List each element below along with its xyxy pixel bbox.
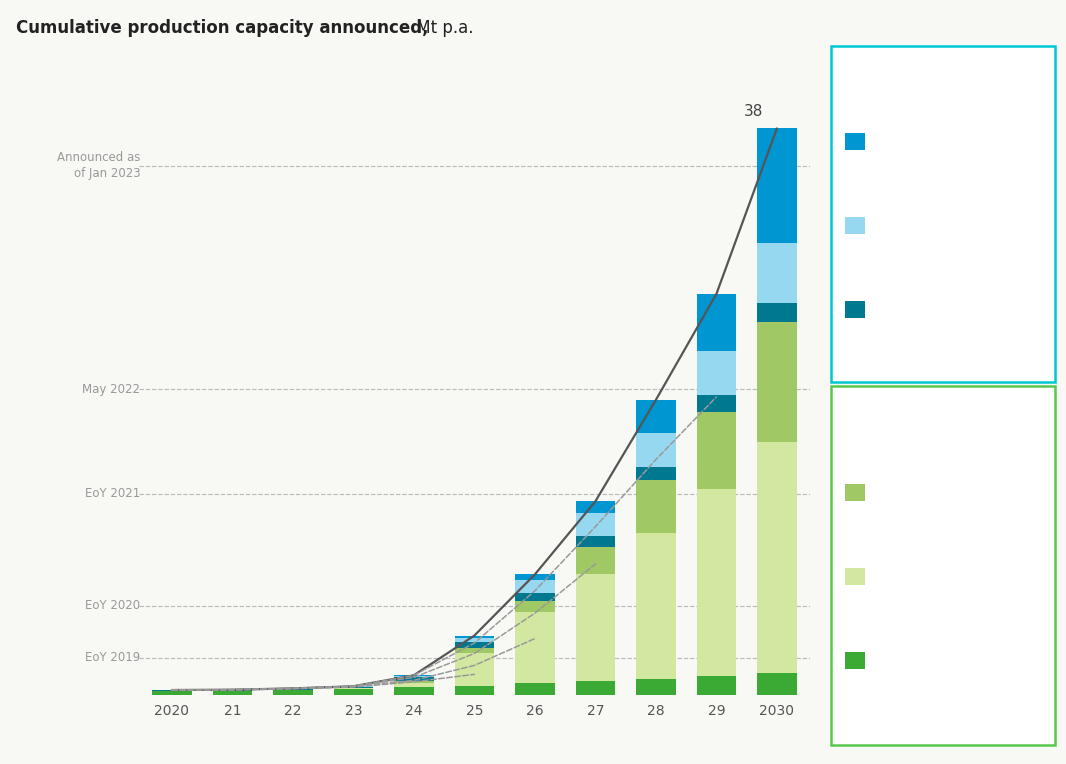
Bar (757, 322, 796, 442)
Bar (636, 400, 676, 432)
Text: Planning²: Planning² (873, 219, 932, 232)
Text: Announced¹: Announced¹ (873, 134, 949, 148)
Bar (576, 513, 615, 536)
Bar (515, 683, 554, 695)
Text: Committed³: Committed³ (873, 303, 948, 316)
Text: Renewable
hydrogen: Renewable hydrogen (845, 393, 932, 425)
Bar (697, 676, 736, 695)
Bar (636, 467, 676, 481)
Bar (636, 432, 676, 467)
Text: Mt p.a.: Mt p.a. (411, 19, 474, 37)
Bar (455, 685, 494, 695)
Text: EoY 2021: EoY 2021 (85, 487, 141, 500)
Bar (334, 689, 373, 695)
Bar (697, 412, 736, 490)
Text: Announced¹: Announced¹ (873, 486, 949, 500)
Bar (394, 682, 434, 687)
Bar (273, 690, 312, 695)
Bar (636, 481, 676, 533)
Bar (394, 681, 434, 682)
Bar (455, 648, 494, 652)
Text: 38: 38 (744, 105, 763, 119)
Bar (455, 638, 494, 643)
Text: Announced as
of Jan 2023: Announced as of Jan 2023 (56, 151, 141, 180)
Text: EoY 2020: EoY 2020 (85, 599, 141, 612)
Bar (273, 688, 312, 690)
Text: May 2022: May 2022 (82, 383, 141, 396)
Bar (152, 691, 192, 695)
Bar (757, 303, 796, 322)
Bar (515, 601, 554, 612)
Text: Committed³: Committed³ (873, 654, 948, 668)
Bar (455, 636, 494, 638)
Bar (455, 643, 494, 648)
Bar (757, 243, 796, 303)
Bar (576, 574, 615, 681)
Text: EoY 2019: EoY 2019 (85, 652, 141, 665)
Bar (697, 294, 736, 351)
Bar (213, 691, 252, 695)
Bar (394, 675, 434, 677)
Bar (455, 652, 494, 685)
Bar (515, 575, 554, 580)
Bar (636, 679, 676, 695)
Bar (576, 547, 615, 574)
Bar (697, 351, 736, 396)
Bar (576, 536, 615, 547)
Bar (515, 612, 554, 683)
Bar (697, 396, 736, 412)
Bar (697, 490, 736, 676)
Text: Low-carbon
hydrogen: Low-carbon hydrogen (845, 53, 936, 85)
Bar (757, 673, 796, 695)
Bar (213, 690, 252, 691)
Bar (334, 687, 373, 688)
Bar (576, 681, 615, 695)
Bar (152, 690, 192, 691)
Bar (515, 580, 554, 593)
Bar (636, 533, 676, 679)
Bar (757, 442, 796, 673)
Bar (576, 501, 615, 513)
Text: Planning²: Planning² (873, 570, 932, 584)
Bar (394, 677, 434, 681)
Text: Cumulative production capacity announced,: Cumulative production capacity announced… (16, 19, 429, 37)
Bar (334, 688, 373, 689)
Bar (757, 128, 796, 243)
Bar (394, 687, 434, 695)
Bar (515, 593, 554, 601)
